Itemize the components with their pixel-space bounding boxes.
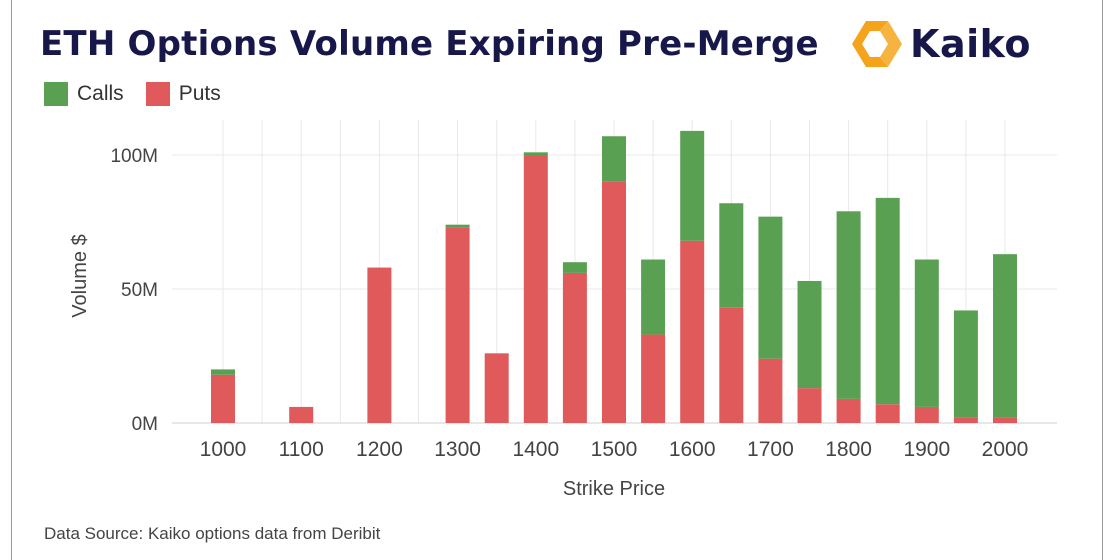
x-tick-label: 1900	[903, 438, 950, 461]
legend-label-calls: Calls	[77, 82, 124, 105]
legend: Calls Puts	[44, 82, 243, 106]
legend-label-puts: Puts	[178, 82, 221, 105]
legend-swatch-calls	[44, 82, 68, 106]
bar-puts-1950	[953, 417, 978, 423]
bar-puts-2000	[993, 417, 1017, 423]
y-tick-label: 0M	[132, 414, 158, 435]
y-tick-label: 50M	[121, 280, 158, 301]
x-tick-label: 1700	[747, 438, 794, 461]
bar-puts-1650	[719, 307, 744, 423]
bar-calls-1450	[562, 262, 587, 273]
bar-puts-1350	[484, 353, 509, 423]
bar-calls-1850	[875, 197, 900, 405]
bar-calls-1000	[211, 369, 235, 375]
bar-calls-1550	[641, 259, 666, 335]
legend-item-puts[interactable]: Puts	[145, 82, 221, 106]
bar-calls-1400	[523, 152, 548, 155]
bar-puts-1550	[641, 334, 666, 423]
bar-puts-1750	[797, 388, 822, 423]
brand-name: Kaiko	[910, 22, 1031, 66]
chart-frame	[11, 0, 1103, 560]
bar-calls-1700	[758, 216, 783, 359]
x-tick-label: 1000	[200, 438, 247, 461]
y-axis-title: Volume $	[69, 234, 91, 317]
x-axis-title: Strike Price	[563, 478, 665, 500]
bar-puts-1000	[211, 374, 235, 423]
x-tick-label: 1100	[279, 438, 324, 461]
x-tick-label: 1800	[825, 438, 872, 461]
y-tick-label: 100M	[110, 146, 158, 167]
bar-puts-1450	[562, 272, 587, 423]
bar-calls-2000	[993, 254, 1017, 418]
bar-puts-1600	[680, 240, 705, 423]
chart-title: ETH Options Volume Expiring Pre-Merge	[40, 24, 819, 64]
bar-calls-1950	[953, 310, 978, 418]
bar-puts-1100	[289, 406, 314, 423]
bar-puts-1500	[602, 181, 626, 423]
bar-puts-1700	[758, 358, 783, 423]
x-tick-label: 1500	[591, 438, 638, 461]
bar-puts-1400	[523, 155, 548, 423]
x-tick-label: 2000	[982, 438, 1029, 461]
bar-calls-1600	[680, 130, 705, 241]
x-tick-label: 1400	[512, 438, 559, 461]
x-tick-label: 1600	[669, 438, 716, 461]
legend-swatch-puts	[145, 82, 170, 106]
data-source-note: Data Source: Kaiko options data from Der…	[44, 524, 381, 543]
legend-item-calls[interactable]: Calls	[44, 82, 124, 106]
bar-calls-1800	[836, 211, 861, 399]
bar-calls-1900	[914, 259, 939, 407]
x-tick-label: 1200	[356, 438, 403, 461]
bar-calls-1750	[797, 280, 822, 389]
bar-calls-1500	[602, 136, 626, 182]
bar-chart: 0M 50M 100M 1000 1100 1200 1300 1400 1500 1600 170…	[69, 120, 1057, 500]
kaiko-logo: Kaiko	[850, 18, 1031, 70]
bar-puts-1200	[367, 267, 392, 423]
bar-calls-1300	[445, 224, 470, 228]
x-tick-label: 1300	[434, 438, 481, 461]
bar-puts-1800	[836, 398, 861, 423]
bar-calls-1650	[719, 203, 744, 308]
bar-puts-1300	[445, 227, 470, 423]
kaiko-logo-icon	[852, 21, 902, 67]
bar-puts-1900	[914, 406, 939, 423]
bar-puts-1850	[875, 404, 900, 423]
